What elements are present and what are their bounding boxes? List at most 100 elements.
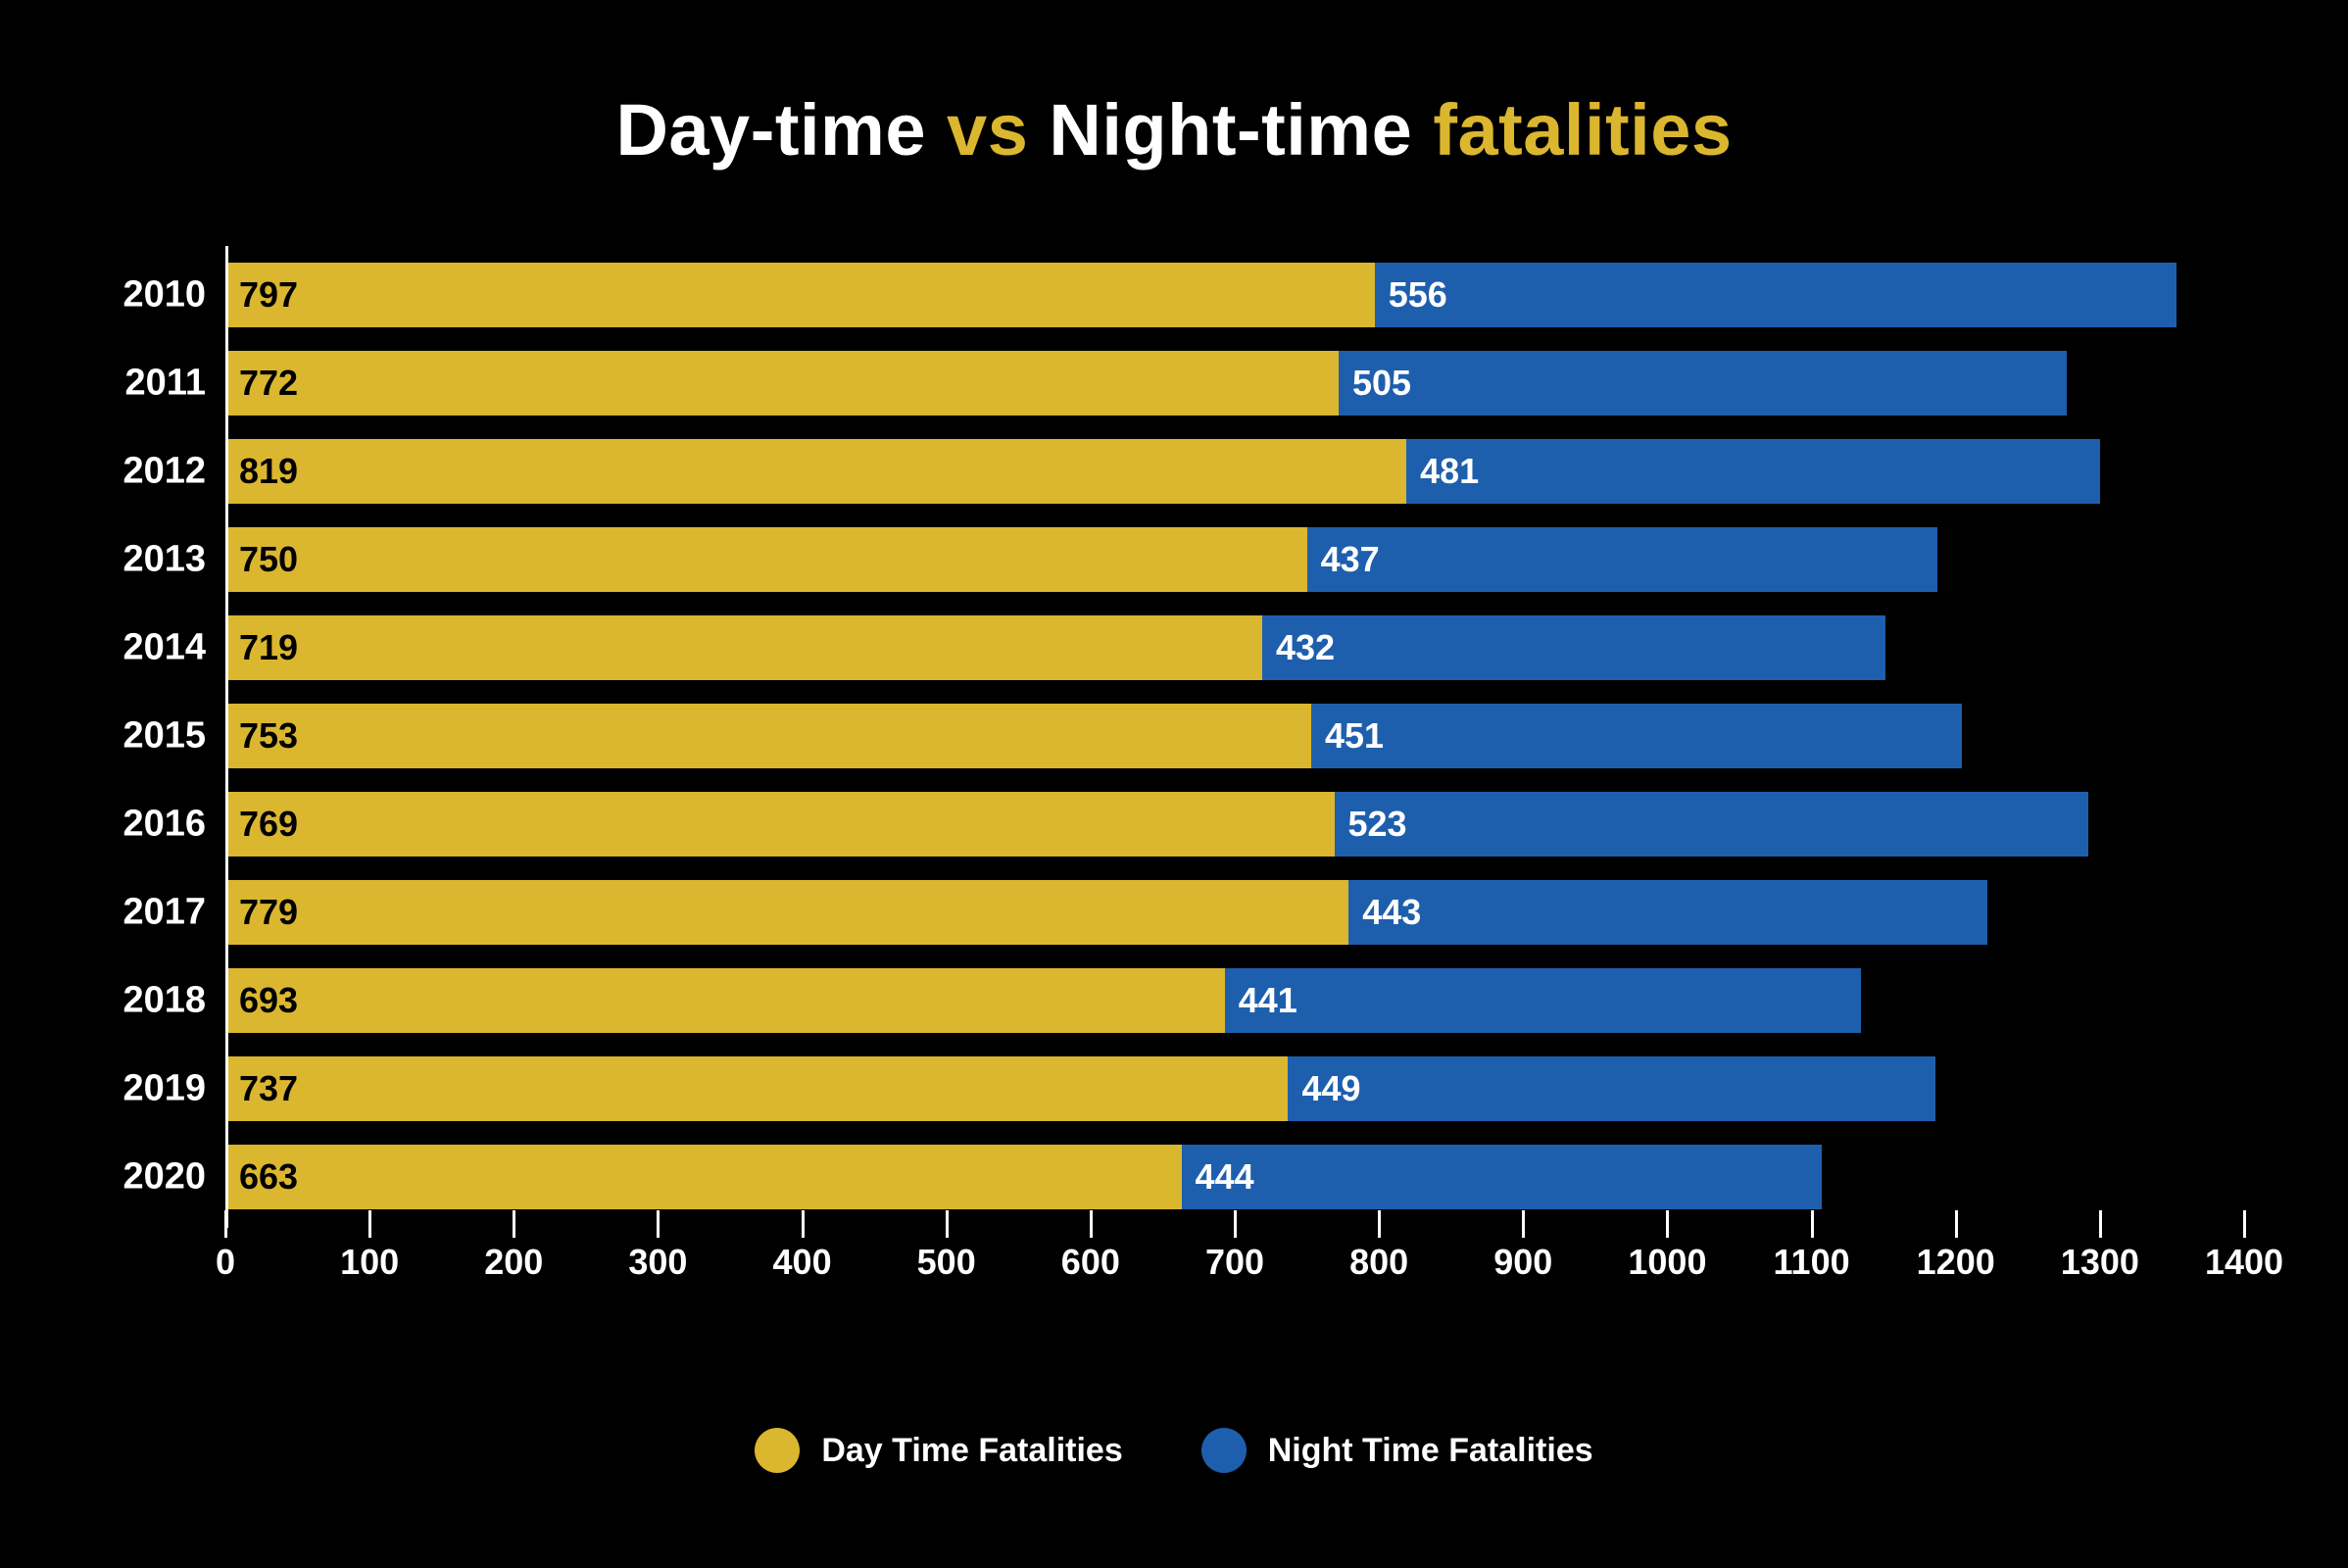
legend-label: Night Time Fatalities [1268, 1432, 1593, 1470]
chart-title: Day-time vs Night-time fatalities [78, 88, 2270, 172]
x-tick [368, 1210, 371, 1238]
year-label: 2017 [78, 892, 206, 934]
day-bar: 693 [225, 965, 1225, 1036]
x-tick [946, 1210, 949, 1238]
day-bar-value: 737 [225, 1068, 298, 1109]
year-label: 2010 [78, 274, 206, 317]
x-tick-label: 100 [340, 1242, 399, 1283]
legend-item: Day Time Fatalities [755, 1428, 1122, 1473]
day-bar: 719 [225, 612, 1262, 683]
bar-row: 2020663444 [225, 1142, 1822, 1212]
x-tick-label: 300 [628, 1242, 687, 1283]
night-bar-value: 523 [1335, 804, 1407, 845]
legend-item: Night Time Fatalities [1201, 1428, 1593, 1473]
x-tick [2243, 1210, 2246, 1238]
night-bar-value: 481 [1406, 451, 1479, 492]
bar-row: 2015753451 [225, 701, 1962, 771]
plot-area: 2010797556201177250520128194812013750437… [225, 260, 2244, 1300]
night-bar-value: 443 [1348, 892, 1421, 933]
x-tick-label: 0 [216, 1242, 235, 1283]
x-tick [1666, 1210, 1669, 1238]
day-bar-value: 779 [225, 892, 298, 933]
day-bar: 769 [225, 789, 1335, 859]
legend-swatch [1201, 1428, 1247, 1473]
year-label: 2016 [78, 804, 206, 846]
day-bar: 737 [225, 1054, 1288, 1124]
night-bar-value: 437 [1307, 539, 1380, 580]
year-label: 2015 [78, 715, 206, 758]
day-bar: 750 [225, 524, 1307, 595]
bar-row: 2018693441 [225, 965, 1861, 1036]
x-tick [513, 1210, 515, 1238]
year-label: 2012 [78, 451, 206, 493]
night-bar: 444 [1182, 1142, 1822, 1212]
night-bar: 449 [1288, 1054, 1935, 1124]
day-bar-value: 750 [225, 539, 298, 580]
day-bar-value: 719 [225, 627, 298, 668]
day-bar: 819 [225, 436, 1406, 507]
y-axis [225, 246, 228, 1228]
bar-row: 2012819481 [225, 436, 2100, 507]
legend: Day Time Fatalities Night Time Fatalities [78, 1428, 2270, 1473]
day-bar-value: 753 [225, 715, 298, 757]
bar-row: 2019737449 [225, 1054, 1935, 1124]
day-bar-value: 693 [225, 980, 298, 1021]
fatalities-chart: Day-time vs Night-time fatalities 201079… [0, 0, 2348, 1568]
bar-row: 2011772505 [225, 348, 2067, 418]
night-bar: 443 [1348, 877, 1987, 948]
year-label: 2020 [78, 1156, 206, 1199]
x-tick-label: 600 [1061, 1242, 1120, 1283]
x-tick [224, 1210, 227, 1238]
x-tick-label: 1100 [1774, 1242, 1850, 1283]
day-bar: 753 [225, 701, 1311, 771]
x-tick [802, 1210, 805, 1238]
title-part: Night-time [1028, 89, 1433, 171]
night-bar-value: 451 [1311, 715, 1384, 757]
night-bar-value: 449 [1288, 1068, 1360, 1109]
night-bar-value: 444 [1182, 1156, 1254, 1198]
title-part: vs [947, 89, 1028, 171]
x-tick-label: 900 [1493, 1242, 1552, 1283]
x-tick-label: 700 [1205, 1242, 1264, 1283]
title-part: fatalities [1433, 89, 1732, 171]
night-bar: 481 [1406, 436, 2100, 507]
year-label: 2013 [78, 539, 206, 581]
night-bar: 441 [1225, 965, 1861, 1036]
year-label: 2019 [78, 1068, 206, 1110]
x-tick [2099, 1210, 2102, 1238]
x-tick-label: 1300 [2061, 1242, 2139, 1283]
x-tick-label: 800 [1349, 1242, 1408, 1283]
bar-row: 2016769523 [225, 789, 2088, 859]
day-bar-value: 663 [225, 1156, 298, 1198]
bar-row: 2013750437 [225, 524, 1937, 595]
x-tick [657, 1210, 660, 1238]
night-bar: 432 [1262, 612, 1885, 683]
legend-swatch [755, 1428, 800, 1473]
day-bar-value: 772 [225, 363, 298, 404]
night-bar: 556 [1375, 260, 2177, 330]
x-tick-label: 500 [917, 1242, 976, 1283]
bar-row: 2017779443 [225, 877, 1987, 948]
x-tick-label: 1200 [1917, 1242, 1995, 1283]
night-bar: 505 [1339, 348, 2067, 418]
day-bar: 663 [225, 1142, 1182, 1212]
x-tick [1955, 1210, 1958, 1238]
night-bar-value: 505 [1339, 363, 1411, 404]
day-bar: 779 [225, 877, 1348, 948]
day-bar: 772 [225, 348, 1339, 418]
year-label: 2011 [78, 363, 206, 405]
x-tick-label: 400 [773, 1242, 832, 1283]
x-tick [1234, 1210, 1237, 1238]
night-bar-value: 441 [1225, 980, 1297, 1021]
night-bar-value: 556 [1375, 274, 1447, 316]
bar-row: 2010797556 [225, 260, 2177, 330]
day-bar: 797 [225, 260, 1375, 330]
x-tick-label: 1000 [1628, 1242, 1706, 1283]
day-bar-value: 819 [225, 451, 298, 492]
x-tick [1522, 1210, 1525, 1238]
year-label: 2018 [78, 980, 206, 1022]
night-bar: 523 [1335, 789, 2089, 859]
title-part: Day-time [615, 89, 947, 171]
x-tick [1811, 1210, 1814, 1238]
x-tick [1090, 1210, 1093, 1238]
